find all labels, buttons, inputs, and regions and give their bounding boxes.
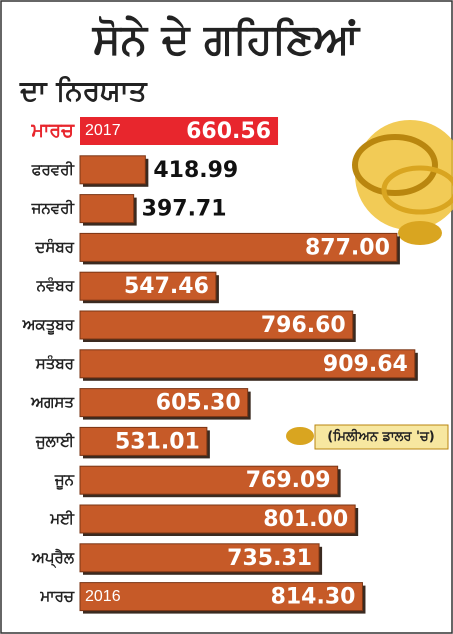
value-label: 877.00 [305, 235, 390, 260]
category-label: ਅਗਸਤ [30, 393, 75, 411]
bar [79, 388, 249, 418]
gold-decoration [286, 120, 453, 445]
value-label: 814.30 [271, 585, 356, 610]
value-label: 909.64 [323, 352, 408, 377]
year-label: 2016 [85, 588, 121, 605]
bar [79, 349, 416, 379]
bar [79, 155, 146, 185]
bar [80, 117, 279, 145]
category-label: ਮਾਰਚ [39, 587, 74, 605]
value-label: 605.30 [156, 391, 241, 416]
bar [79, 543, 320, 573]
value-label: 801.00 [263, 507, 348, 532]
category-label: ਜਨਵਰੀ [31, 199, 76, 217]
value-label: 735.31 [227, 546, 312, 571]
value-label: 660.56 [186, 119, 271, 144]
value-label: 397.71 [142, 197, 227, 222]
category-label: ਦਸੰਬਰ [34, 237, 74, 256]
note: (ਮਿਲੀਅਨ ਡਾਲਰ 'ਚ) [327, 429, 434, 445]
value-label: 769.09 [246, 468, 331, 493]
bar [79, 504, 356, 534]
category-label: ਫਰਵਰੀ [31, 160, 76, 178]
value-label: 547.46 [124, 274, 209, 299]
category-label: ਜੂਨ [54, 471, 75, 490]
bar [79, 465, 339, 495]
chart-subtitle: ਦਾ ਨਿਰਯਾਤ [19, 74, 148, 107]
category-label: ਜੁਲਾਈ [35, 432, 75, 450]
category-label: ਮਾਰਚ [30, 120, 75, 142]
year-label: 2017 [85, 122, 121, 139]
bar [79, 426, 208, 456]
category-label: ਸਤੰਬਰ [35, 353, 75, 372]
chart-title: ਸੋਨੇ ਦੇ ਗਹਿਣਿਆਂ [92, 15, 362, 64]
category-label: ਨਵੰਬਰ [36, 276, 75, 295]
value-label: 418.99 [153, 158, 238, 183]
bar [79, 582, 363, 612]
category-label: ਅਪ੍ਰੈਲ [31, 548, 75, 569]
bar [79, 310, 354, 340]
category-label: ਮਈ [49, 510, 75, 528]
bar [79, 232, 398, 262]
bar [79, 271, 217, 301]
value-label: 531.01 [115, 429, 200, 454]
note-box [314, 424, 449, 450]
bar [79, 194, 135, 224]
category-label: ਅਕਤੂਬਰ [22, 316, 75, 335]
value-label: 796.60 [261, 313, 346, 338]
